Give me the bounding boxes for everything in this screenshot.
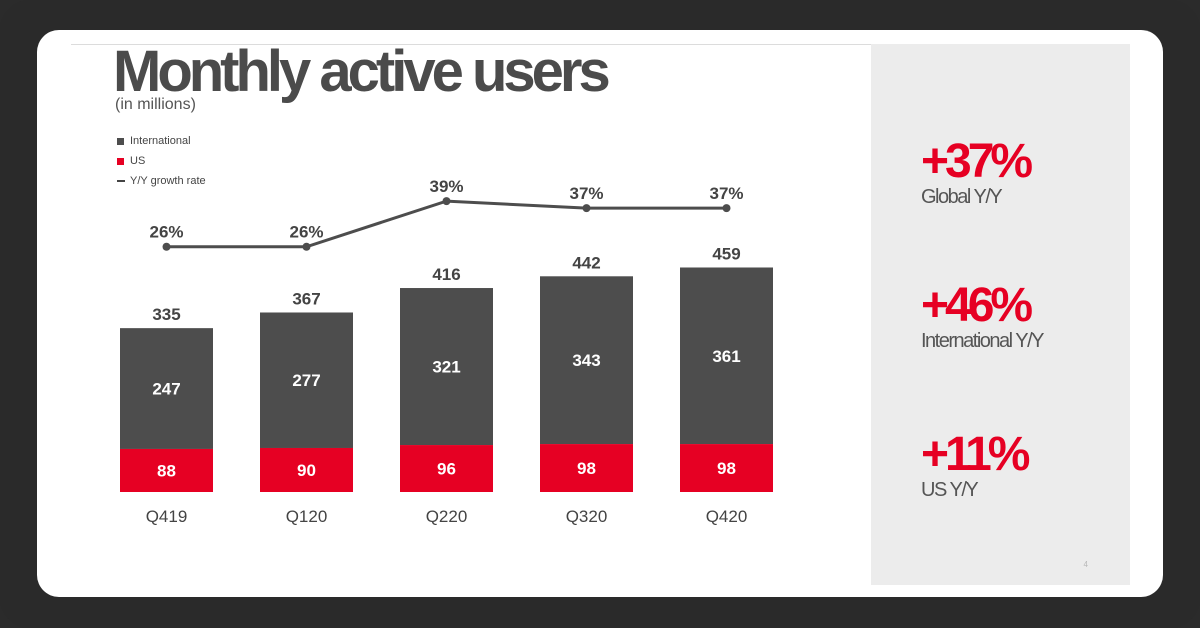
x-tick-Q420: Q420: [706, 507, 748, 526]
bar-international-Q419: [120, 328, 213, 449]
x-tick-Q220: Q220: [426, 507, 468, 526]
bar-international-Q120: [260, 312, 353, 448]
x-tick-Q120: Q120: [286, 507, 328, 526]
legend-label-international: International: [130, 135, 191, 147]
growth-point-Q419: [162, 242, 171, 251]
kpi-us: +11% US Y/Y: [921, 428, 1030, 502]
x-tick-Q320: Q320: [566, 507, 608, 526]
page-title: Monthly active users: [113, 39, 611, 104]
bar-us-Q320: [540, 444, 633, 492]
page-number: 4: [1083, 560, 1088, 569]
growth-point-Q120: [302, 242, 311, 251]
legend-swatch-international: [117, 137, 124, 145]
legend-item-international: International: [117, 131, 206, 151]
growth-line: [166, 199, 727, 249]
label-us-Q419: 88: [157, 461, 176, 480]
kpi-international-label: International Y/Y: [921, 330, 1045, 352]
bar-us-Q419: [120, 448, 213, 492]
label-us-Q420: 98: [717, 459, 736, 478]
legend-item-growth: Y/Y growth rate: [117, 171, 206, 191]
growth-point-Q320: [582, 204, 591, 213]
x-tick-Q419: Q419: [146, 507, 188, 526]
growth-label-Q419: 26%: [149, 223, 183, 242]
kpi-international-value: +46%: [921, 279, 1033, 332]
growth-label-Q220: 39%: [429, 177, 463, 196]
bar-international-Q420: [680, 267, 773, 445]
label-total-Q120: 367: [292, 289, 320, 308]
legend-label-us: US: [130, 155, 146, 167]
label-us-Q320: 98: [577, 459, 596, 478]
bar-us-Q220: [400, 445, 493, 492]
label-international-Q220: 321: [432, 358, 460, 377]
chart-legend: International US Y/Y growth rate: [117, 131, 206, 191]
label-international-Q419: 247: [152, 380, 180, 399]
legend-item-us: US: [117, 151, 206, 171]
mau-chart: 247 88 335 Q419 277 90 367 Q120 321 96 416 Q220 343 9…: [120, 177, 773, 526]
growth-label-Q320: 37%: [569, 184, 603, 203]
top-divider: [71, 44, 871, 45]
label-international-Q420: 361: [712, 347, 740, 366]
label-us-Q220: 96: [437, 460, 456, 479]
label-international-Q120: 277: [292, 371, 320, 390]
kpi-panel: +37% Global Y/Y +46% International Y/Y +…: [871, 44, 1130, 585]
kpi-us-value: +11%: [921, 428, 1030, 481]
legend-label-growth: Y/Y growth rate: [130, 175, 206, 187]
legend-swatch-growth: [117, 180, 125, 182]
growth-point-Q420: [722, 204, 731, 213]
growth-point-Q220: [442, 197, 451, 206]
bar-international-Q220: [400, 288, 493, 446]
kpi-us-label: US Y/Y: [921, 479, 979, 501]
bar-us-Q120: [260, 447, 353, 492]
bar-international-Q320: [540, 276, 633, 445]
label-us-Q120: 90: [297, 461, 316, 480]
growth-label-Q420: 37%: [709, 184, 743, 203]
kpi-international: +46% International Y/Y: [921, 279, 1045, 353]
label-total-Q220: 416: [432, 265, 460, 284]
kpi-global: +37% Global Y/Y: [921, 135, 1033, 209]
kpi-global-label: Global Y/Y: [921, 186, 1003, 208]
slide: Monthly active users (in millions) Inter…: [37, 30, 1163, 597]
bar-us-Q420: [680, 444, 773, 492]
label-total-Q420: 459: [712, 244, 740, 263]
legend-swatch-us: [117, 157, 124, 165]
kpi-global-value: +37%: [921, 135, 1033, 188]
label-total-Q419: 335: [152, 305, 180, 324]
growth-label-Q120: 26%: [289, 223, 323, 242]
page-subtitle: (in millions): [115, 96, 196, 113]
label-international-Q320: 343: [572, 351, 600, 370]
label-total-Q320: 442: [572, 253, 600, 272]
